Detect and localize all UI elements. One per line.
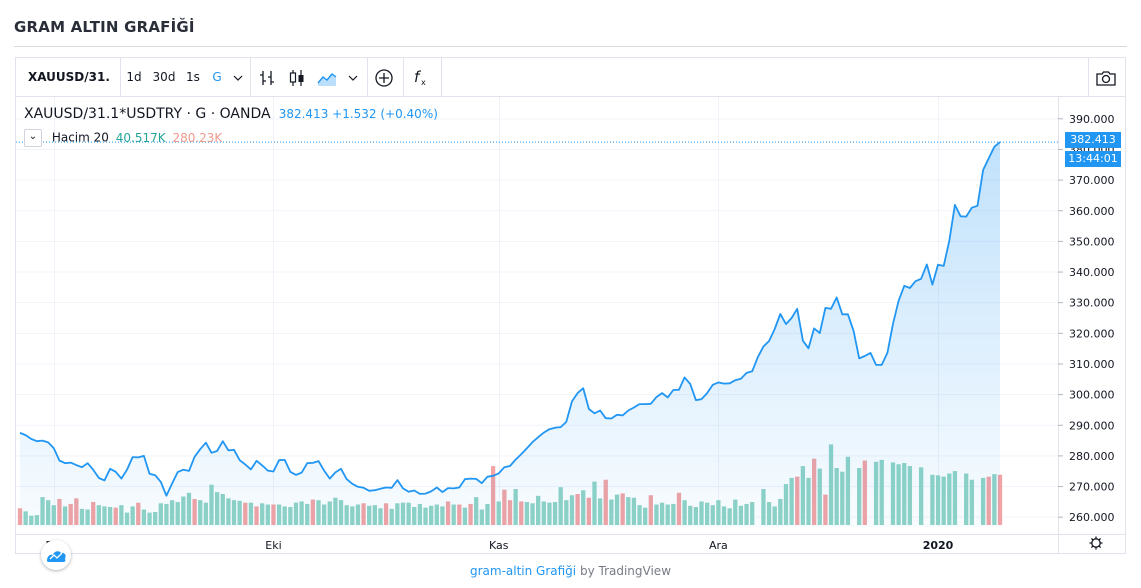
tradingview-logo[interactable]: [41, 540, 71, 570]
interval-1s-button[interactable]: 1s: [186, 70, 200, 84]
price-chart[interactable]: 390.000380.000370.000360.000350.000340.0…: [16, 97, 1125, 553]
bars-icon: [260, 70, 274, 85]
screenshot-button[interactable]: [1094, 58, 1118, 96]
price-axis-label: 270.000: [1069, 481, 1115, 494]
settings-gear-icon[interactable]: [1089, 536, 1103, 550]
volume-value-down: 280.23K: [172, 130, 223, 145]
tradingview-logo-icon: [47, 551, 66, 562]
symbol-search-button[interactable]: XAUUSD/31.: [28, 70, 110, 84]
chevron-down-icon: [348, 75, 358, 81]
price-axis-label: 320.000: [1069, 327, 1115, 340]
interval-dropdown-button[interactable]: [231, 58, 245, 96]
page-title: GRAM ALTIN GRAFİĞİ: [14, 18, 195, 36]
price-axis-label: 340.000: [1069, 266, 1115, 279]
svg-text:x: x: [421, 78, 426, 87]
time-axis-label: Ara: [709, 539, 728, 552]
price-axis-label: 290.000: [1069, 419, 1115, 432]
area-style-button[interactable]: [316, 58, 338, 96]
time-axis-label: Eki: [265, 539, 281, 552]
price-axis-label: 330.000: [1069, 297, 1115, 310]
interval-30d-button[interactable]: 30d: [152, 70, 176, 84]
price-axis-label: 370.000: [1069, 174, 1115, 187]
price-line: [19, 141, 1001, 497]
candles-icon: [289, 69, 304, 86]
footer-credit: gram-altin Grafiği by TradingView: [0, 564, 1141, 578]
time-axis-label: 2020: [923, 539, 954, 552]
last-price-badge: 382.413: [1065, 132, 1121, 148]
price-axis-label: 300.000: [1069, 389, 1115, 402]
plus-circle-icon: [375, 68, 393, 87]
time-axis-label: Kas: [489, 539, 509, 552]
footer-by: by TradingView: [579, 564, 672, 578]
volume-legend: ⌄ Hacim 20 40.517K 280.23K: [24, 129, 222, 147]
chevron-down-icon: [233, 75, 243, 81]
chart-style-dropdown-button[interactable]: [346, 58, 360, 96]
price-axis-label: 360.000: [1069, 205, 1115, 218]
interval-1d-button[interactable]: 1d: [126, 70, 142, 84]
volume-value-up: 40.517K: [115, 130, 166, 145]
area-chart-icon: [317, 72, 337, 86]
legend-price: 382.413 +1.532 (+0.40%): [278, 107, 438, 121]
svg-text:f: f: [414, 68, 422, 86]
price-axis-label: 310.000: [1069, 358, 1115, 371]
toolbar-divider: [441, 58, 442, 96]
price-axis-label: 260.000: [1069, 511, 1115, 524]
footer-link[interactable]: gram-altin Grafiği: [469, 564, 577, 578]
toolbar-divider: [367, 58, 368, 96]
price-area-fill: [20, 142, 1000, 527]
compare-button[interactable]: [372, 58, 396, 96]
candles-style-button[interactable]: [286, 58, 308, 96]
series-legend: XAUUSD/31.1*USDTRY · G · OANDA 382.413 +…: [24, 106, 438, 122]
toolbar-divider: [403, 58, 404, 96]
camera-icon: [1096, 70, 1116, 86]
legend-symbol: XAUUSD/31.1*USDTRY · G · OANDA: [24, 106, 271, 122]
volume-label: Hacim 20: [51, 130, 109, 145]
toolbar-divider: [1088, 58, 1089, 96]
title-divider: [14, 46, 1127, 47]
toolbar-divider: [120, 58, 121, 96]
legend-collapse-button[interactable]: ⌄: [24, 129, 42, 147]
price-axis-label: 280.000: [1069, 450, 1115, 463]
interval-g-button[interactable]: G: [212, 70, 222, 84]
price-axis-label: 350.000: [1069, 235, 1115, 248]
bars-style-button[interactable]: [256, 58, 278, 96]
countdown-badge: 13:44:01: [1065, 151, 1121, 167]
price-axis-label: 390.000: [1069, 113, 1115, 126]
toolbar-divider: [250, 58, 251, 96]
